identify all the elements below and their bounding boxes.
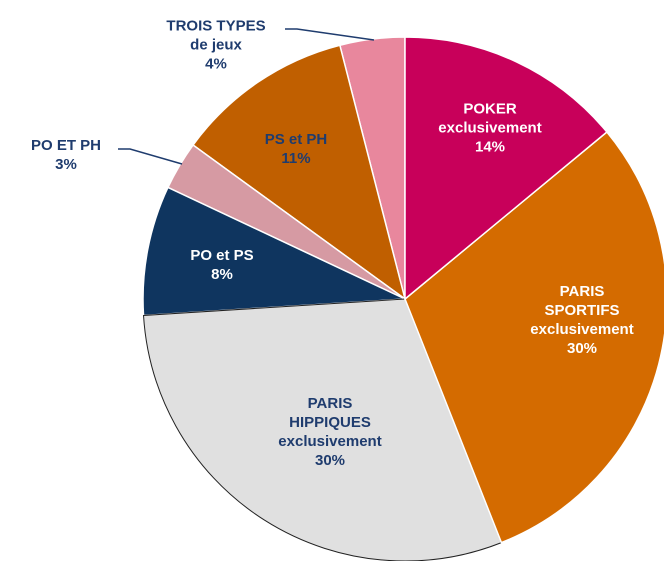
value-label: 30% (314, 452, 346, 469)
slice-label: POKER exclusivement 14% (438, 100, 541, 157)
category-label: PARIS HIPPIQUES exclusivement (278, 395, 382, 450)
category-label: PARIS SPORTIFS exclusivement (530, 283, 634, 338)
category-label: PO et PS (190, 247, 254, 264)
pie-slice (404, 36, 608, 301)
value-label: 8% (211, 266, 233, 283)
value-label: 30% (566, 340, 598, 357)
pie-slice (142, 298, 503, 561)
leader-line (118, 148, 183, 165)
pie-slice (191, 44, 407, 301)
slice-label: PS et PH 11% (265, 130, 328, 168)
slice-label: TROIS TYPES de jeux 4% (166, 17, 265, 74)
value-label: 11% (281, 150, 311, 167)
leader-line (285, 28, 375, 41)
value-label: 3% (55, 156, 77, 173)
slice-label: PO et PS 8% (190, 246, 253, 284)
pie-slice (404, 130, 664, 544)
value-label: 14% (474, 138, 506, 156)
slice-label: PARIS SPORTIFS exclusivement 30% (530, 282, 633, 358)
slice-label: PARIS HIPPIQUES exclusivement 30% (278, 394, 381, 470)
category-label: TROIS TYPES de jeux (166, 17, 266, 54)
category-label: PS et PH (264, 131, 328, 148)
category-label: POKER exclusivement (438, 100, 542, 137)
category-label: PO ET PH (30, 137, 102, 154)
slice-label: PO ET PH 3% (31, 136, 101, 174)
value-label: 4% (205, 55, 227, 73)
pie-slice (142, 186, 406, 317)
